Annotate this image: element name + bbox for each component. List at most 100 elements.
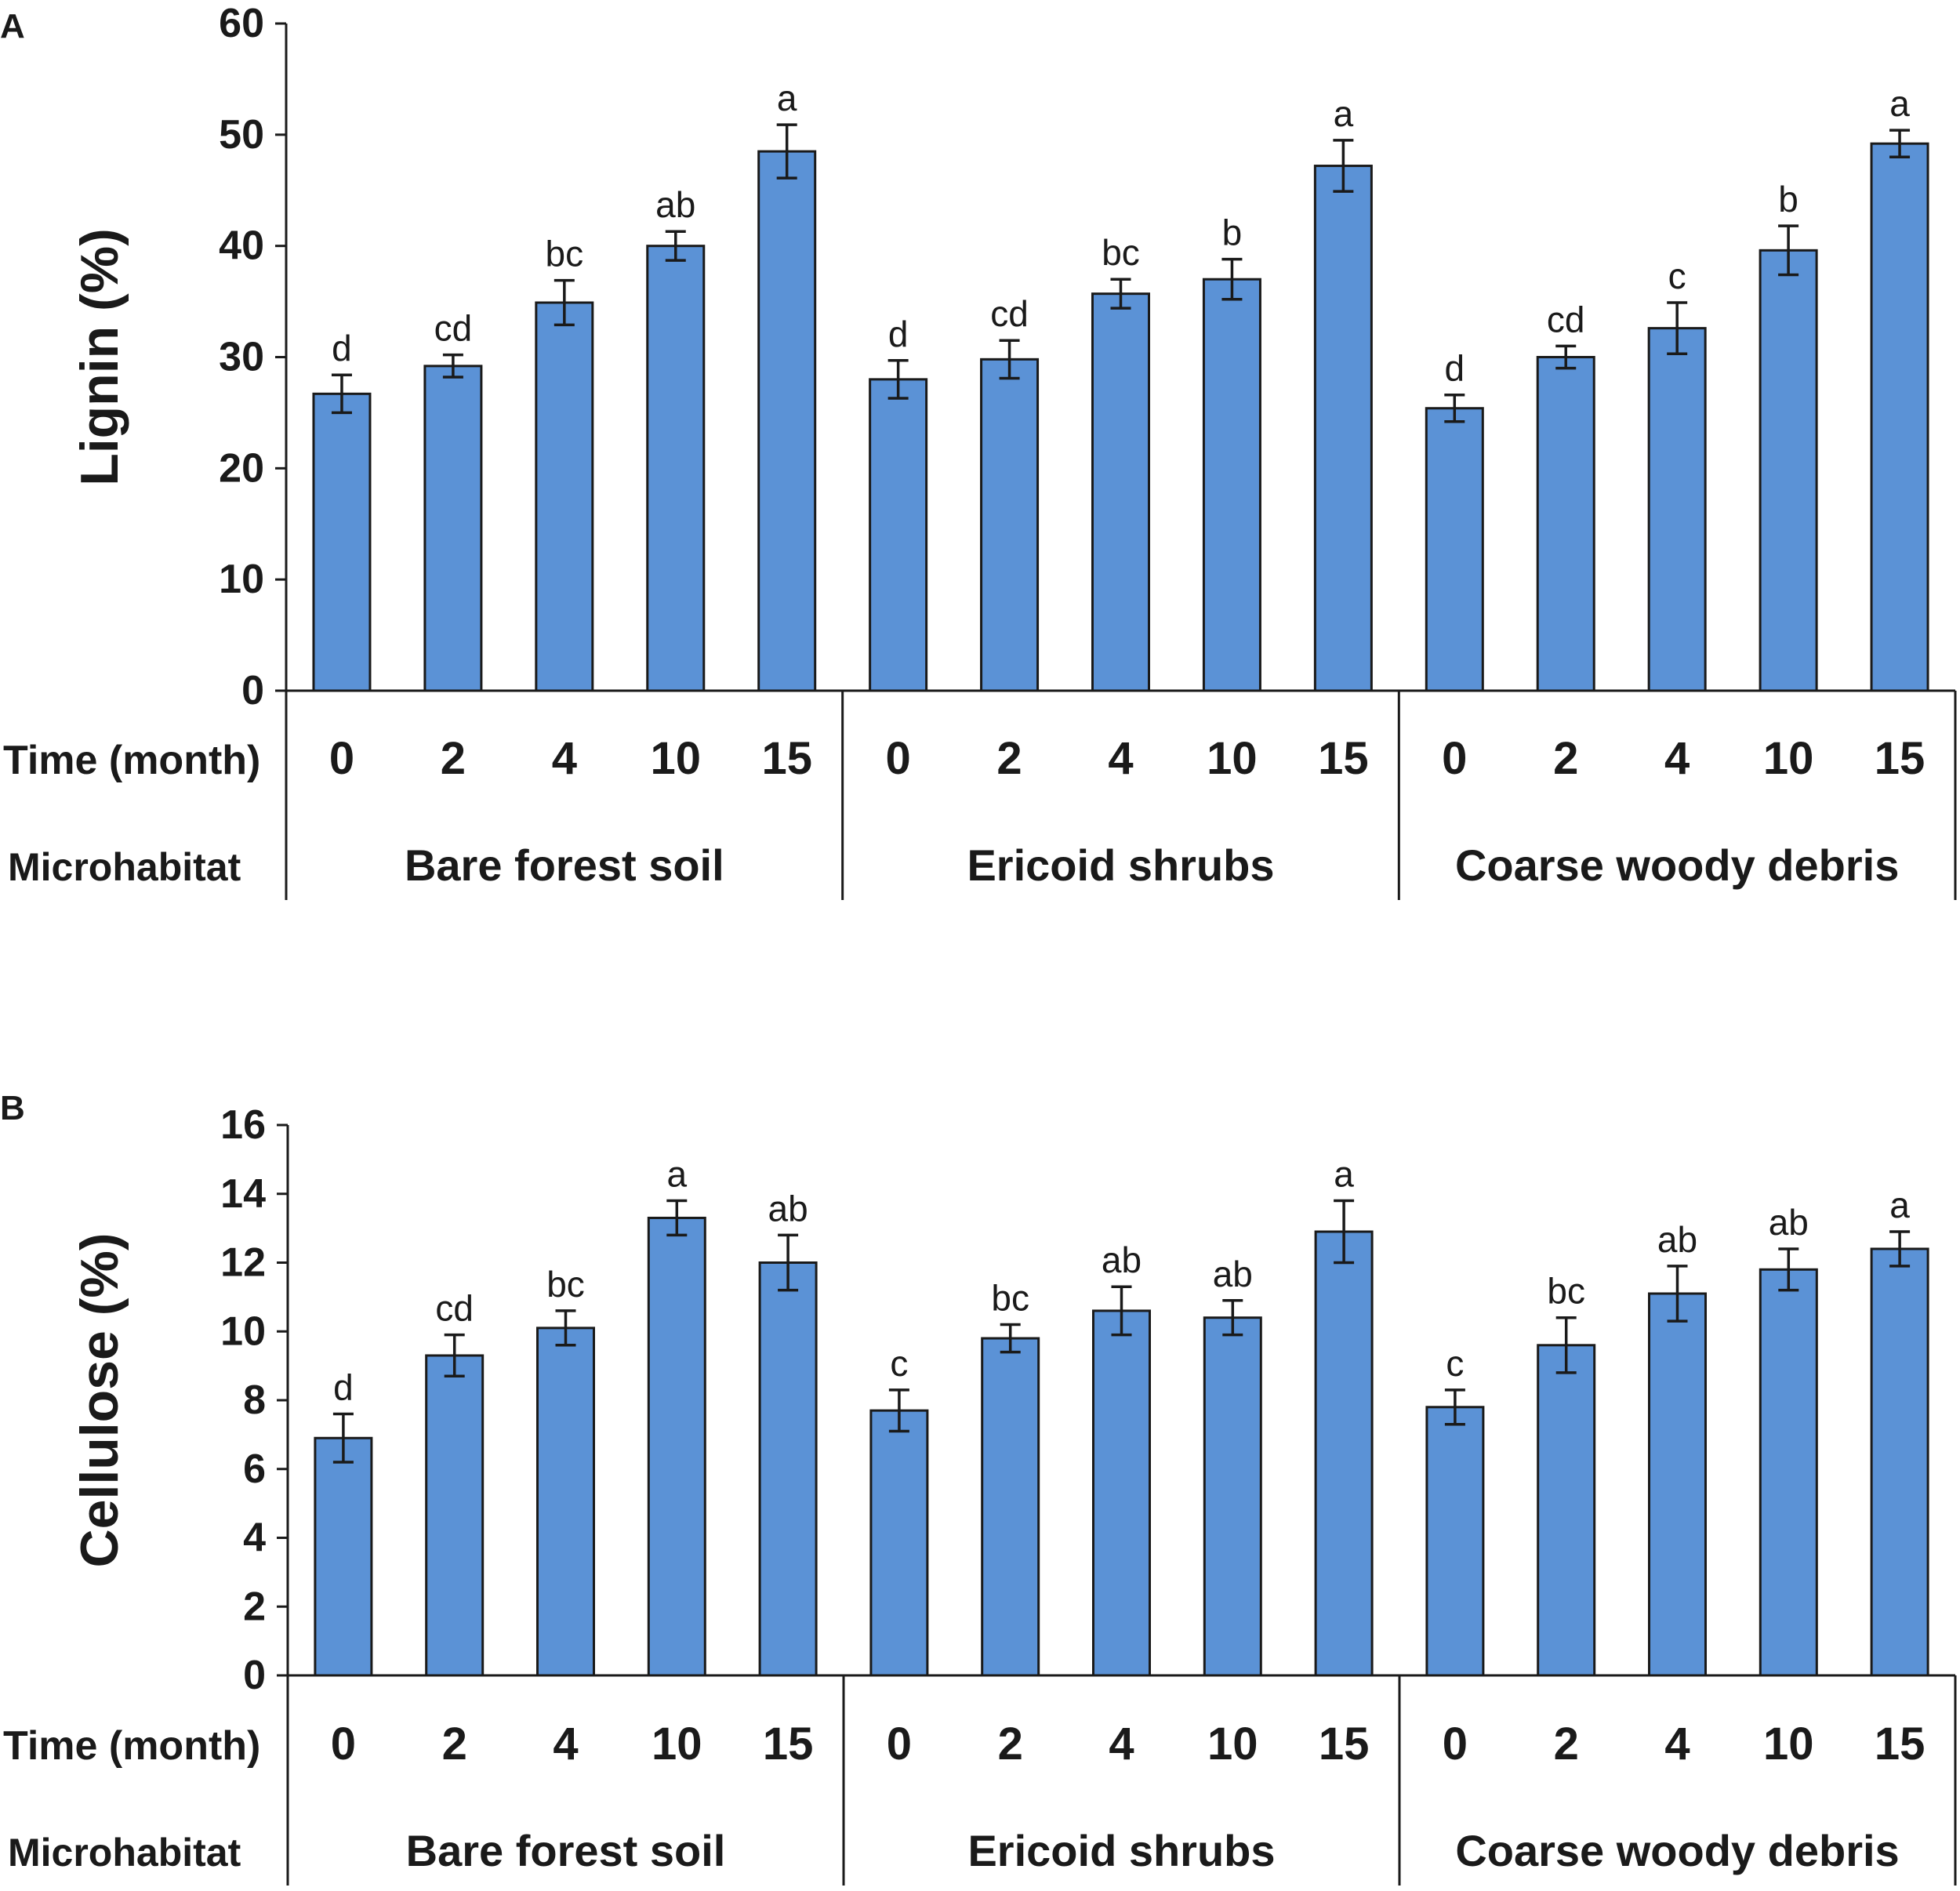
time-label: 4 [552, 733, 577, 784]
time-label: 10 [651, 733, 702, 784]
microhabitat-label: Coarse woody debris [1455, 1826, 1899, 1875]
time-label: 2 [1553, 733, 1578, 784]
significance-letter: c [1668, 256, 1686, 296]
significance-letter: d [1445, 348, 1465, 389]
significance-letter: cd [1547, 299, 1585, 339]
time-label: 4 [1664, 1719, 1690, 1769]
bar [1870, 142, 1929, 692]
time-label: 4 [1664, 733, 1690, 784]
bar [646, 245, 706, 692]
significance-letter: cd [434, 308, 473, 349]
bar [312, 392, 372, 692]
significance-letter: cd [435, 1288, 474, 1329]
bar [1537, 1344, 1596, 1677]
bar [869, 378, 928, 692]
time-row-label: Time (month) [3, 738, 260, 783]
time-label: 2 [442, 1719, 467, 1769]
significance-letter: bc [546, 1264, 585, 1305]
time-label: 0 [1443, 1719, 1468, 1769]
time-label: 4 [1109, 1719, 1134, 1769]
y-tick-label: 0 [243, 1653, 266, 1698]
bar [536, 1327, 595, 1677]
bar [981, 1337, 1040, 1677]
time-label: 2 [998, 1719, 1023, 1769]
y-axis-title: Lignin (%) [70, 228, 129, 486]
time-label: 15 [1875, 1719, 1926, 1769]
bar [1313, 165, 1373, 692]
time-label: 15 [761, 733, 812, 784]
significance-letter: a [777, 78, 797, 118]
time-label: 15 [1875, 733, 1926, 784]
time-label: 15 [763, 1719, 814, 1769]
bar [1870, 1247, 1929, 1677]
bar [425, 1354, 485, 1677]
significance-letter: bc [1547, 1271, 1585, 1312]
y-tick-label: 10 [220, 1308, 266, 1354]
significance-letter: ab [1213, 1254, 1253, 1294]
significance-letter: a [1889, 83, 1910, 124]
time-label: 0 [329, 733, 354, 784]
y-tick-label: 0 [241, 668, 264, 713]
bar [1759, 1268, 1818, 1677]
bar [647, 1216, 706, 1677]
significance-letter: a [667, 1154, 688, 1195]
microhabitat-label: Coarse woody debris [1455, 840, 1899, 890]
time-label: 15 [1318, 733, 1369, 784]
significance-letter: bc [1102, 232, 1140, 273]
y-tick-label: 6 [243, 1446, 266, 1492]
bar [1536, 356, 1595, 692]
bar [1759, 249, 1818, 692]
microhabitat-label: Bare forest soil [405, 840, 724, 890]
y-tick-label: 50 [219, 112, 264, 158]
y-tick-label: 4 [243, 1515, 266, 1561]
y-tick-label: 16 [220, 1102, 266, 1148]
significance-letter: d [888, 314, 909, 354]
time-label: 10 [1763, 733, 1814, 784]
bar [1092, 1309, 1151, 1677]
y-tick-label: 12 [220, 1240, 266, 1286]
significance-letter: cd [990, 293, 1029, 334]
y-tick-label: 30 [219, 335, 264, 380]
bar [314, 1436, 373, 1677]
time-label: 15 [1319, 1719, 1370, 1769]
significance-letter: d [332, 328, 352, 368]
y-axis-title: Cellulose (%) [70, 1233, 129, 1568]
time-label: 0 [1442, 733, 1467, 784]
panel-a-lignin-chart: A 0 10 20 30 40 50 60 Lignin (%) Time (month) Micr… [0, 0, 1960, 941]
bar [869, 1409, 929, 1677]
panel-label: B [0, 1089, 25, 1127]
time-label: 4 [1108, 733, 1133, 784]
significance-letter: ab [1657, 1219, 1697, 1260]
significance-letter: bc [546, 234, 584, 274]
bar [1203, 1316, 1262, 1677]
y-tick-label: 20 [219, 445, 264, 491]
bar [1314, 1230, 1374, 1677]
microhabitat-row-label: Microhabitat [8, 845, 241, 889]
bar [1091, 292, 1150, 692]
significance-letter: ab [768, 1188, 808, 1229]
significance-letter: c [1446, 1343, 1464, 1384]
bar [1425, 407, 1484, 692]
y-tick-label: 2 [243, 1584, 266, 1629]
bar [980, 358, 1040, 692]
bar [758, 1261, 818, 1677]
time-row-label: Time (month) [3, 1723, 260, 1769]
microhabitat-label: Bare forest soil [406, 1826, 726, 1875]
significance-letter: a [1889, 1185, 1910, 1225]
time-label: 10 [1763, 1719, 1814, 1769]
bar [1202, 278, 1261, 692]
significance-letter: b [1222, 212, 1243, 253]
microhabitat-label: Ericoid shrubs [967, 1826, 1275, 1875]
significance-letter: d [333, 1367, 354, 1408]
cellulose-chart-svg: B 0 2 4 6 8 10 12 14 16 Cellulose (%) Time (month) M… [0, 1089, 1957, 1886]
y-tick-label: 40 [219, 223, 264, 269]
time-label: 2 [996, 733, 1022, 784]
time-label: 10 [1207, 733, 1258, 784]
bar [1425, 1406, 1485, 1677]
significance-letter: bc [991, 1277, 1029, 1318]
time-label: 2 [1554, 1719, 1579, 1769]
time-label: 10 [1207, 1719, 1258, 1769]
time-label: 0 [886, 733, 911, 784]
significance-letter: ab [1102, 1239, 1142, 1280]
significance-letter: c [890, 1343, 908, 1384]
